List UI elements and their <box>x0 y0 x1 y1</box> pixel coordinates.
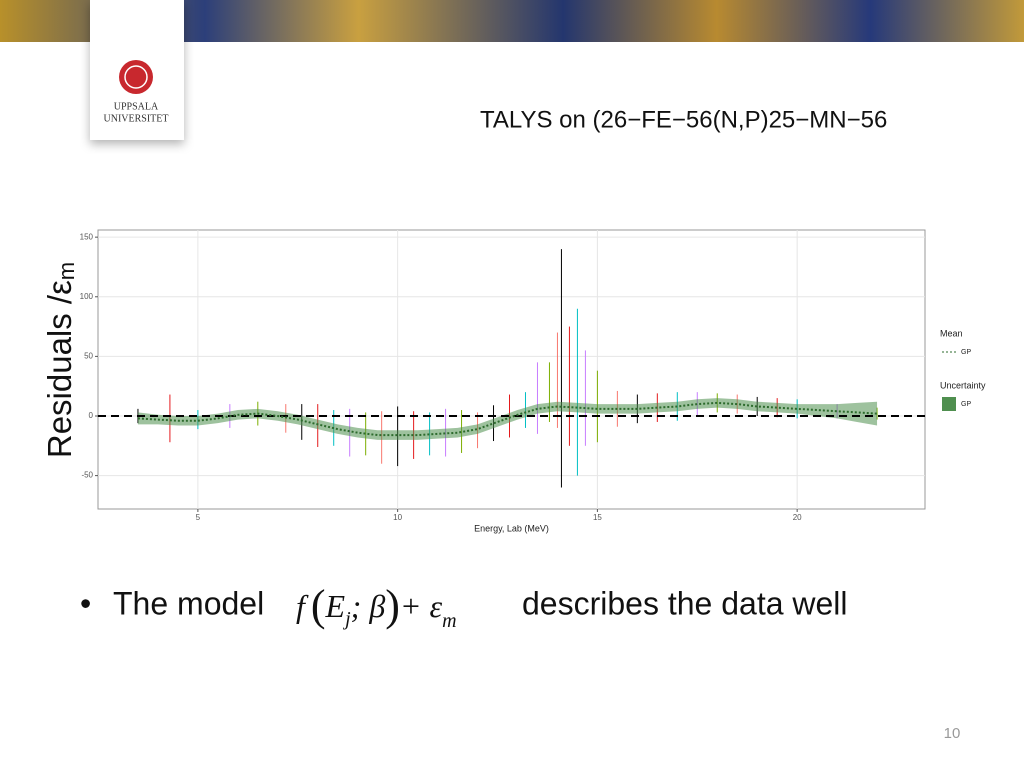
bullet-mark: • <box>80 585 91 621</box>
chart: -50 0 50 100 150 5 10 15 20 Energy, Lab (MeV) Mean… <box>80 230 986 533</box>
formula-paren: ) <box>385 581 400 630</box>
x-tick-label: 20 <box>793 513 802 522</box>
formula-e: E <box>325 588 346 624</box>
legend-label: GP <box>961 349 971 356</box>
x-tick-label: 10 <box>393 513 402 522</box>
y-label: Residuals /εm <box>41 262 79 458</box>
page-number: 10 <box>944 725 961 742</box>
bullet-text: describes the data well <box>522 585 848 621</box>
legend-title: Mean <box>940 328 963 338</box>
uncertainty-band <box>137 398 878 440</box>
plot-panel <box>97 229 926 510</box>
formula-j: j <box>342 608 351 630</box>
y-tick-label: -50 <box>81 471 93 480</box>
x-axis-label: Energy, Lab (MeV) <box>474 523 549 533</box>
logo-seal-ring <box>124 65 148 89</box>
legend-title: Uncertainty <box>940 380 986 390</box>
formula-beta: ; β <box>351 588 386 624</box>
bullet-text: The model <box>113 585 264 621</box>
y-label-main: Residuals /ε <box>41 280 78 458</box>
formula-plus: + ε <box>400 588 443 624</box>
formula-paren: ( <box>311 581 326 630</box>
y-label-text: Residuals /εm <box>41 262 79 458</box>
formula: f (Ej; β)+ εm <box>296 581 457 632</box>
slide-title: TALYS on (26−FE−56(N,P)25−MN−56 <box>480 106 887 133</box>
logo-seal <box>119 60 153 94</box>
y-label-sub: m <box>54 262 79 280</box>
y-tick-label: 150 <box>80 232 94 241</box>
x-tick-label: 5 <box>196 513 201 522</box>
formula-m: m <box>442 610 456 632</box>
legend-key <box>942 397 956 411</box>
logo-text: UPPSALA <box>114 101 159 112</box>
x-tick-label: 15 <box>593 513 602 522</box>
y-tick-label: 50 <box>84 351 93 360</box>
logo-text: UNIVERSITET <box>104 113 169 124</box>
legend-label: GP <box>961 401 971 408</box>
formula-f: f <box>296 588 309 624</box>
y-tick-label: 100 <box>80 292 94 301</box>
y-tick-label: 0 <box>89 411 94 420</box>
